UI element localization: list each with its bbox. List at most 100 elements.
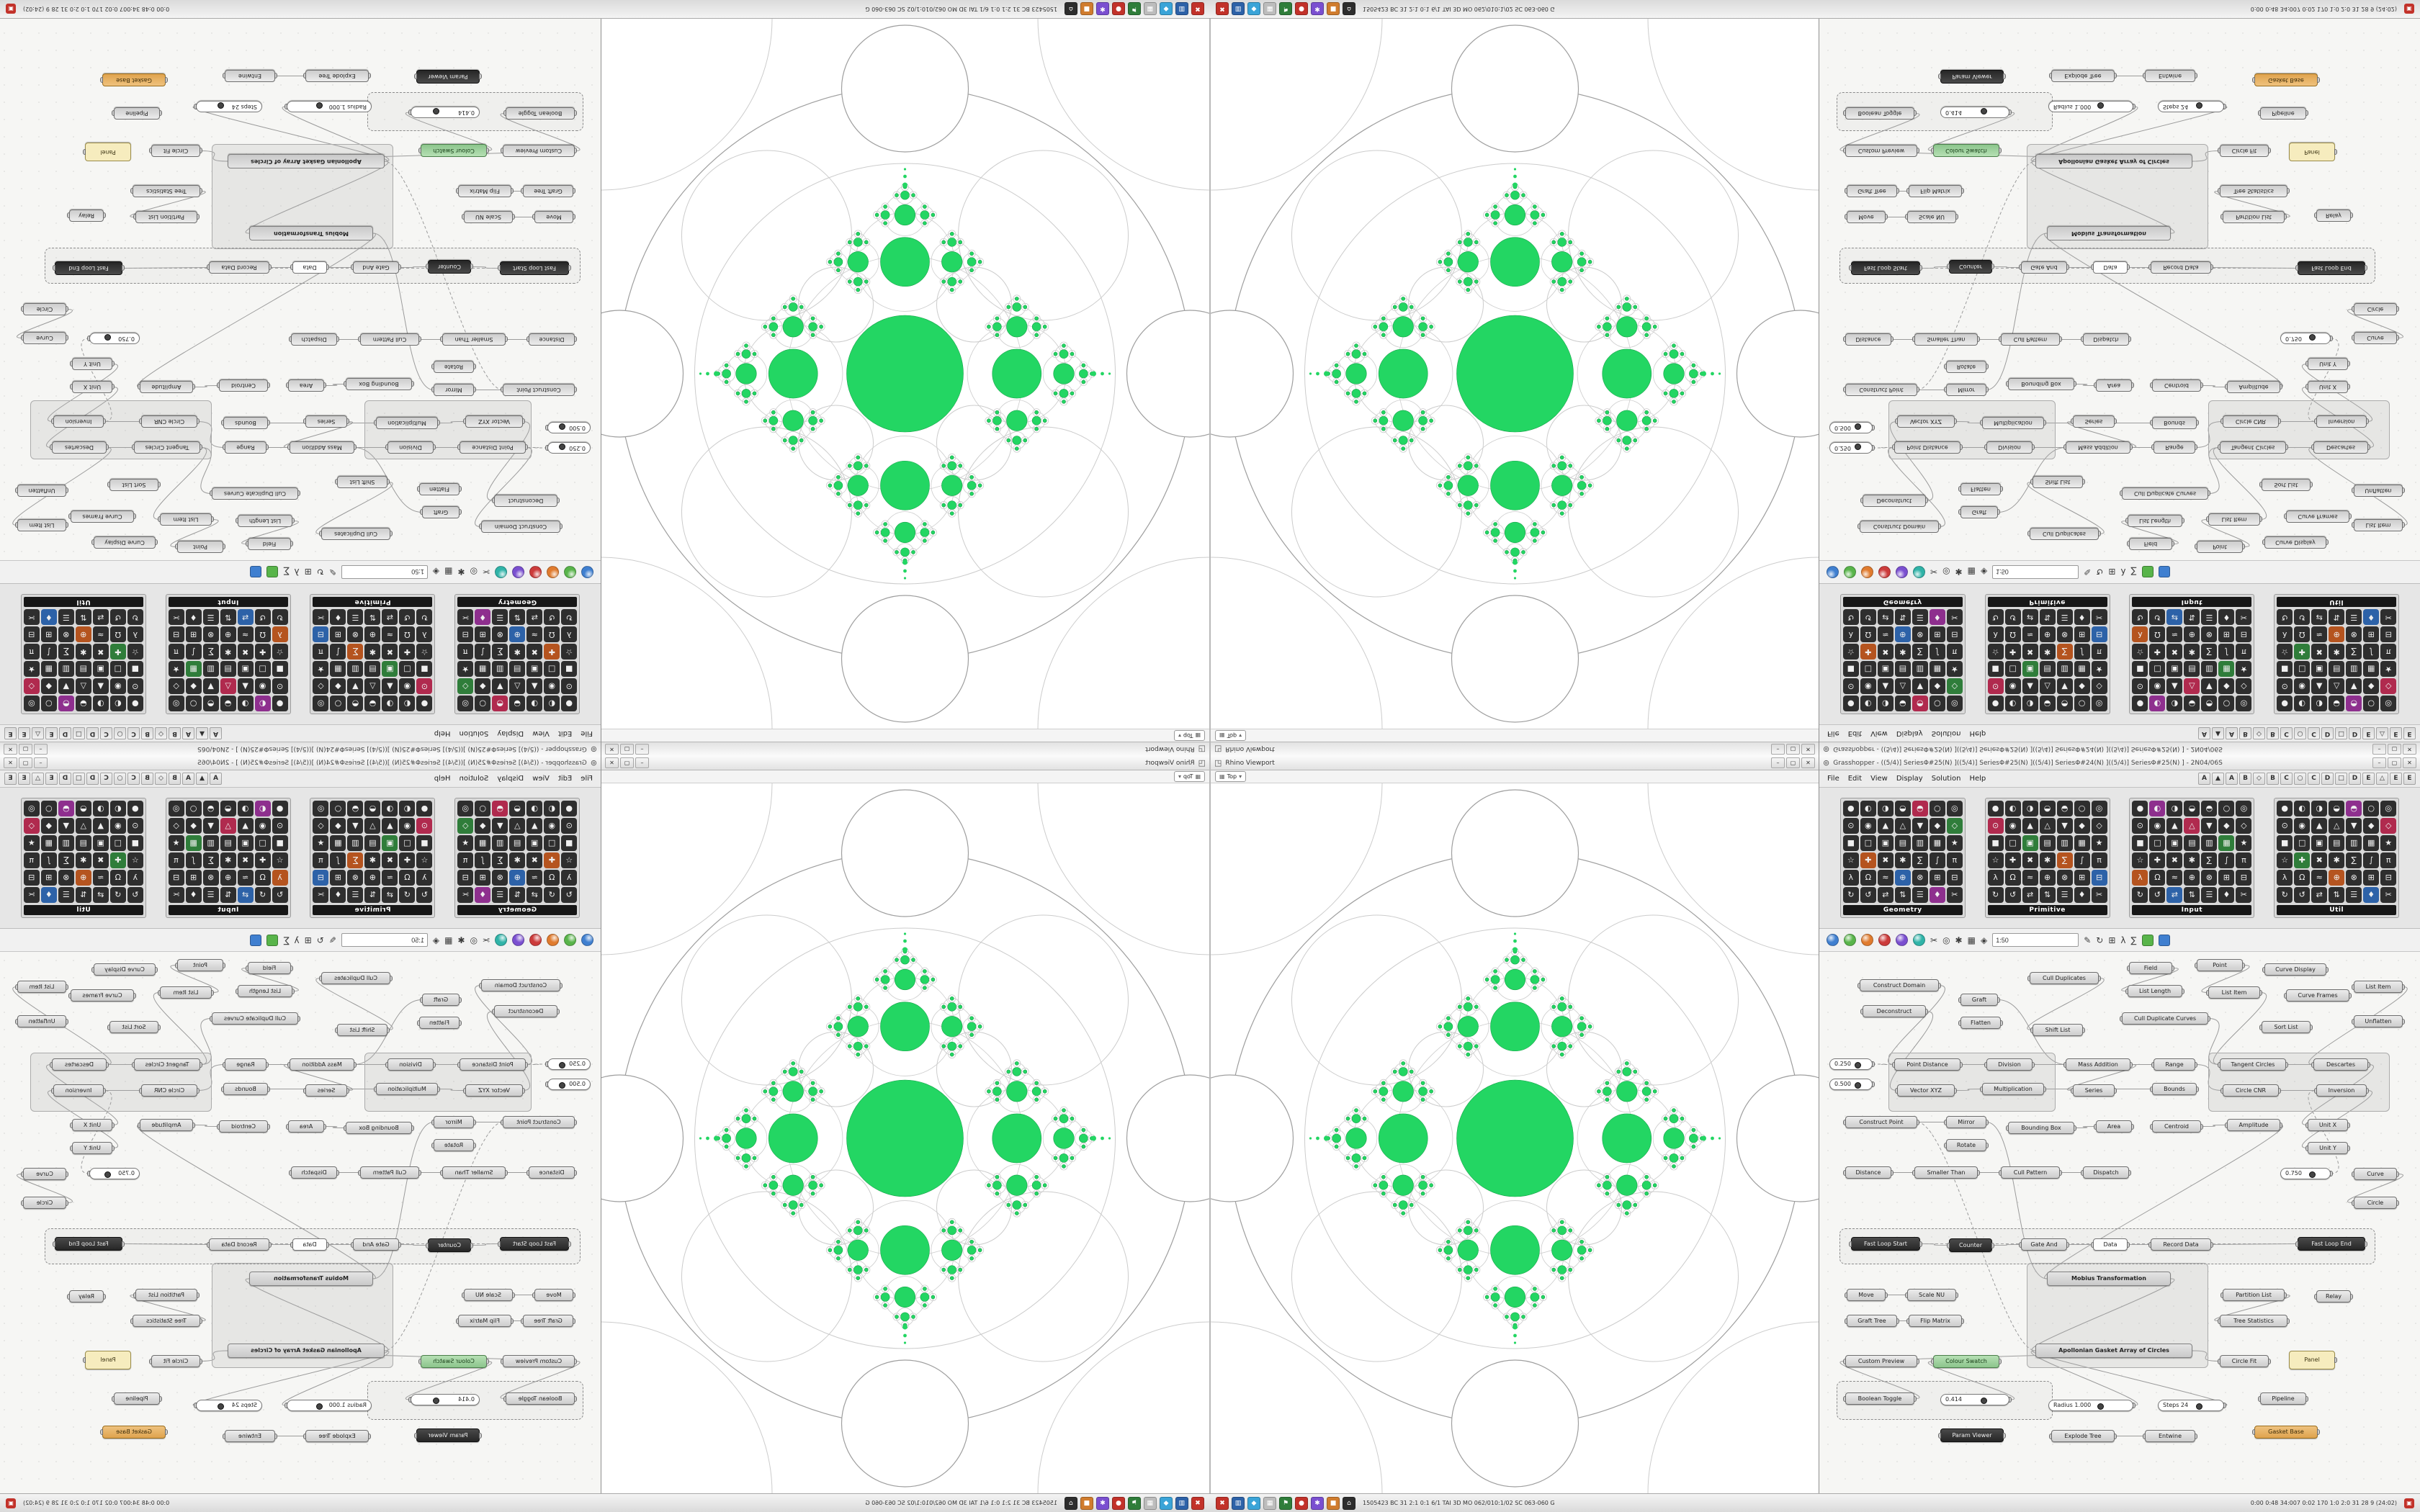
gh-node[interactable]: Mass Addition bbox=[2066, 441, 2130, 454]
component-icon[interactable]: ◎ bbox=[2091, 696, 2107, 711]
component-icon[interactable]: ◒ bbox=[509, 801, 526, 816]
component-icon[interactable]: ✂ bbox=[1946, 609, 1963, 625]
component-icon[interactable]: ▼ bbox=[347, 678, 364, 694]
component-icon[interactable]: ✖ bbox=[1877, 644, 1894, 660]
gh-node[interactable]: Circle CNR bbox=[141, 1084, 197, 1097]
component-icon[interactable]: ◎ bbox=[457, 801, 474, 816]
component-icon[interactable]: ▤ bbox=[2039, 835, 2056, 851]
component-icon[interactable]: ⊙ bbox=[2277, 818, 2293, 834]
gh-node[interactable]: 0.250 bbox=[1829, 442, 1873, 454]
component-icon[interactable]: ✖ bbox=[92, 644, 109, 660]
component-icon[interactable]: ↻ bbox=[127, 887, 143, 903]
gh-node[interactable]: Construct Point bbox=[1845, 384, 1917, 396]
component-icon[interactable]: □ bbox=[544, 661, 560, 677]
gh-node[interactable]: Circle bbox=[23, 303, 66, 315]
component-icon[interactable]: λ bbox=[2132, 870, 2148, 886]
component-icon[interactable]: ◇ bbox=[2091, 678, 2107, 694]
slider-knob[interactable] bbox=[2309, 1171, 2316, 1178]
component-icon[interactable]: ○ bbox=[2218, 696, 2235, 711]
component-icon[interactable]: π bbox=[1946, 644, 1963, 660]
component-icon[interactable]: ▥ bbox=[2201, 835, 2218, 851]
gh-node[interactable]: List Item bbox=[17, 519, 66, 531]
component-icon[interactable]: ♦ bbox=[2074, 887, 2090, 903]
close-button[interactable]: ✕ bbox=[2403, 757, 2416, 768]
menu-solution[interactable]: Solution bbox=[459, 729, 489, 737]
component-icon[interactable]: ▦ bbox=[2074, 661, 2090, 677]
component-icon[interactable]: ☆ bbox=[416, 644, 433, 660]
component-icon[interactable]: ◆ bbox=[2363, 678, 2380, 694]
gh-node[interactable]: Relay bbox=[2314, 1290, 2353, 1302]
gh-node[interactable]: Partition List bbox=[2220, 1289, 2287, 1301]
component-icon[interactable]: ○ bbox=[1929, 696, 1945, 711]
gh-node[interactable]: Steps 24 bbox=[196, 101, 262, 112]
component-icon[interactable]: ✖ bbox=[2166, 852, 2183, 868]
component-icon[interactable]: ☰ bbox=[347, 609, 364, 625]
component-icon[interactable]: ◐ bbox=[2004, 801, 2021, 816]
gh-node[interactable]: Graft Tree bbox=[1847, 185, 1897, 197]
component-icon[interactable]: ◉ bbox=[2004, 678, 2021, 694]
component-icon[interactable]: ▣ bbox=[2311, 835, 2328, 851]
component-icon[interactable]: ◒ bbox=[2184, 696, 2200, 711]
component-icon[interactable]: ∑ bbox=[347, 644, 364, 660]
component-icon[interactable]: ◇ bbox=[2091, 818, 2107, 834]
component-icon[interactable]: ∫ bbox=[2218, 644, 2235, 660]
component-icon[interactable]: ☰ bbox=[2056, 887, 2073, 903]
component-icon[interactable]: ◒ bbox=[2039, 801, 2056, 816]
component-icon[interactable]: ⇅ bbox=[2039, 609, 2056, 625]
component-icon[interactable]: ✱ bbox=[509, 644, 526, 660]
gh-node[interactable]: Bounds bbox=[2150, 1083, 2199, 1095]
component-icon[interactable]: ◐ bbox=[2294, 801, 2311, 816]
gh-node[interactable]: Radius 1.000 bbox=[2048, 101, 2133, 112]
component-icon[interactable]: ● bbox=[1842, 801, 1859, 816]
taskbar-app-icon[interactable]: ⌂ bbox=[1065, 1496, 1077, 1510]
component-icon[interactable]: ◎ bbox=[1946, 801, 1963, 816]
gh-node[interactable]: Construct Domain bbox=[1857, 979, 1941, 991]
component-icon[interactable]: ◑ bbox=[2022, 696, 2038, 711]
gh-node[interactable]: Curve Display bbox=[2264, 536, 2326, 549]
gh-node[interactable]: Construct Domain bbox=[1860, 521, 1939, 533]
gh-node[interactable]: Record Data bbox=[2148, 1238, 2213, 1251]
component-icon[interactable]: ◐ bbox=[1860, 801, 1876, 816]
gh-node[interactable]: Radius 1.000 bbox=[287, 1400, 372, 1411]
gh-node[interactable]: 0.750 bbox=[89, 1168, 140, 1179]
taskbar-app-icon[interactable]: ▦ bbox=[1144, 1496, 1157, 1510]
component-icon[interactable]: ✖ bbox=[2022, 852, 2038, 868]
gh-node[interactable]: Flip Matrix bbox=[1909, 185, 1962, 197]
toolbar-icon[interactable]: λ bbox=[2120, 935, 2126, 945]
component-tab[interactable]: ○ bbox=[2294, 727, 2306, 739]
gh-node[interactable]: Move bbox=[1847, 211, 1886, 223]
component-icon[interactable]: ✱ bbox=[509, 852, 526, 868]
minimize-button[interactable]: – bbox=[1771, 744, 1785, 755]
component-icon[interactable]: ◆ bbox=[330, 678, 346, 694]
component-icon[interactable]: ▼ bbox=[347, 818, 364, 834]
component-icon[interactable]: ○ bbox=[1929, 801, 1945, 816]
component-icon[interactable]: ✱ bbox=[2184, 644, 2200, 660]
component-icon[interactable]: ⇅ bbox=[509, 609, 526, 625]
component-icon[interactable]: ✚ bbox=[399, 644, 416, 660]
component-icon[interactable]: ▤ bbox=[2329, 835, 2345, 851]
component-icon[interactable]: ☰ bbox=[492, 887, 508, 903]
gh-node[interactable]: Curve Frames bbox=[2286, 510, 2349, 523]
component-icon[interactable]: ✱ bbox=[364, 852, 381, 868]
component-tab[interactable]: E bbox=[2390, 773, 2402, 785]
component-icon[interactable]: ☆ bbox=[2277, 644, 2293, 660]
gh-node[interactable]: Fast Loop Start bbox=[1851, 261, 1920, 275]
component-icon[interactable]: △ bbox=[75, 818, 91, 834]
component-icon[interactable]: λ bbox=[127, 870, 143, 886]
component-icon[interactable]: ⇄ bbox=[2166, 887, 2183, 903]
toolbar-ball-icon[interactable] bbox=[512, 934, 524, 946]
component-icon[interactable]: ⊕ bbox=[75, 626, 91, 642]
gh-node[interactable]: Circle Fit bbox=[151, 1355, 200, 1367]
component-icon[interactable]: λ bbox=[1842, 626, 1859, 642]
component-icon[interactable]: ∑ bbox=[202, 644, 219, 660]
minimize-button[interactable]: – bbox=[635, 757, 649, 768]
component-icon[interactable]: ∑ bbox=[58, 852, 74, 868]
gh-node[interactable]: Field bbox=[2127, 962, 2174, 974]
component-icon[interactable]: ↺ bbox=[2294, 609, 2311, 625]
component-icon[interactable]: □ bbox=[399, 835, 416, 851]
component-icon[interactable]: ▦ bbox=[330, 661, 346, 677]
icon-group-label[interactable]: Primitive bbox=[1987, 597, 2107, 607]
component-icon[interactable]: ⊗ bbox=[1912, 870, 1928, 886]
gh-node[interactable]: Mass Addition bbox=[290, 441, 354, 454]
component-icon[interactable]: ▤ bbox=[75, 661, 91, 677]
